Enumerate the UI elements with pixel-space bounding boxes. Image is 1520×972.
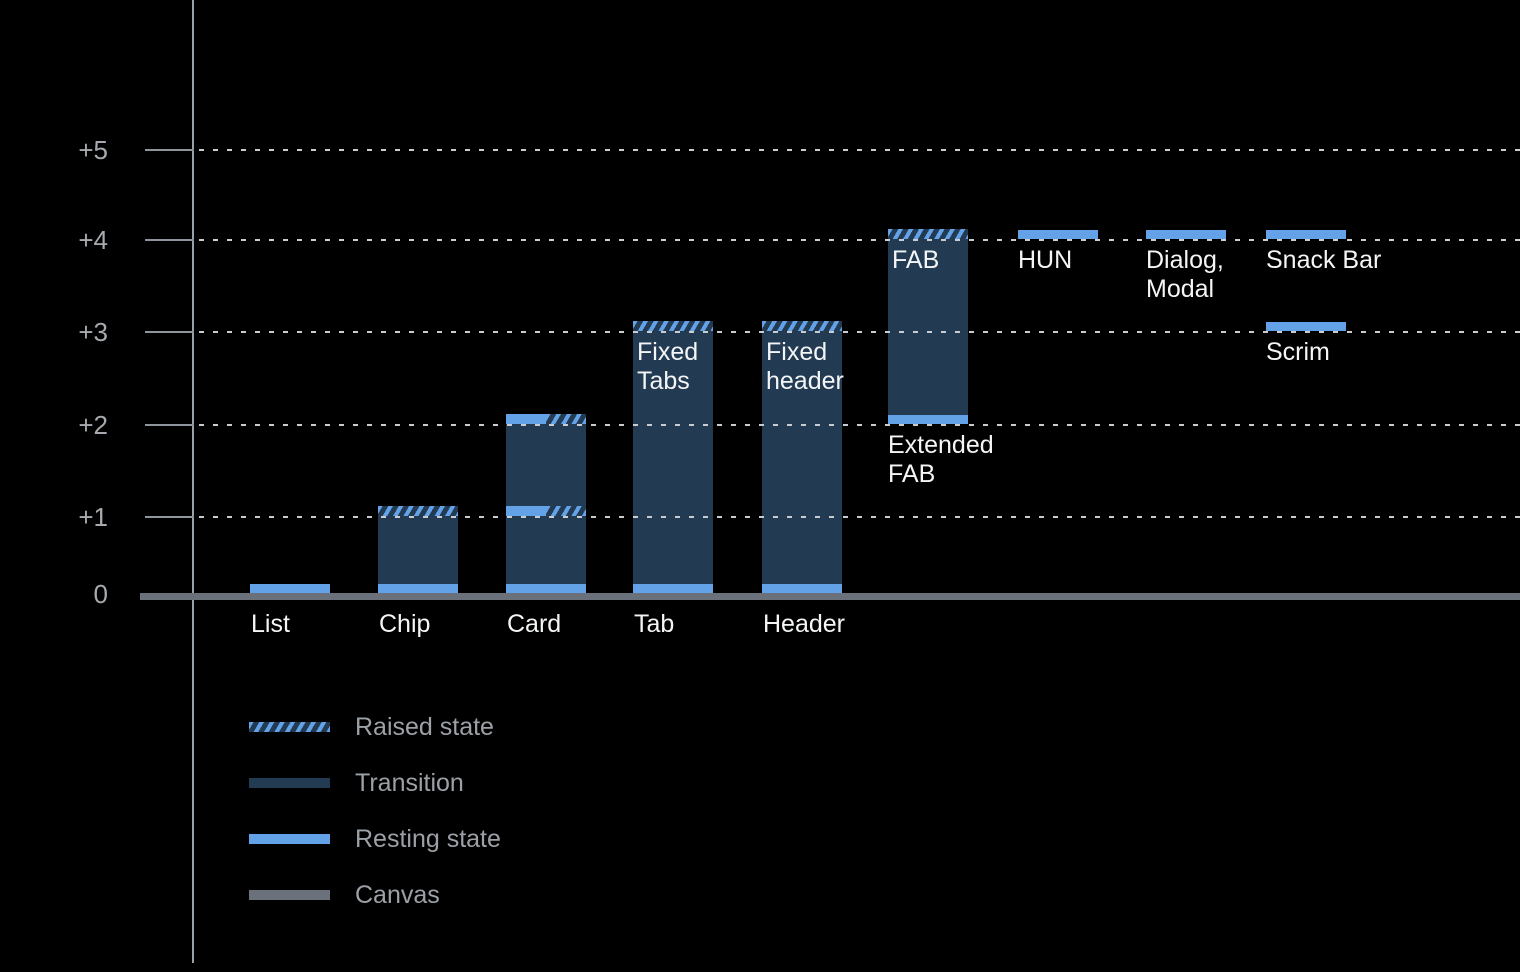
segment-resting-list [250,584,330,593]
gridline-+2 [199,424,1520,426]
y-axis-label-+4: +4 [78,225,108,255]
legend-label-raised: Raised state [355,713,494,741]
segment-resting-half-card [506,506,546,516]
axis-tick-+2 [145,424,194,426]
bar-label-chip: Chip [379,610,431,638]
segment-resting-scrim [1266,322,1346,331]
legend-label-canvas: Canvas [355,881,440,909]
y-axis-label-+1: +1 [78,502,108,532]
bar-label-scrim: Scrim [1266,338,1330,366]
bar-inner-label-extended-fab: FAB [892,246,940,274]
segment-transition-card [506,424,586,584]
segment-resting-header [762,584,842,593]
segment-resting-snack-bar [1266,230,1346,239]
axis-tick-+5 [145,149,194,151]
bar-label-card: Card [507,610,562,638]
legend-swatch-resting [249,834,330,844]
bar-label-header: Header [763,610,845,638]
legend-item-transition: Transition [249,769,464,797]
legend-item-resting: Resting state [249,825,501,853]
segment-resting-card [506,584,586,593]
segment-raised-chip [378,506,458,516]
y-axis-line [192,0,194,963]
bar-label-list: List [251,610,290,638]
segment-resting-chip [378,584,458,593]
gridline-+4 [199,239,1520,241]
bar-label-dialog-modal: Dialog, Modal [1146,246,1224,303]
legend-swatch-transition [249,778,330,788]
segment-raised-header [762,321,842,331]
segment-raised-tab [633,321,713,331]
segment-transition-tab [633,331,713,584]
bar-label-snack-bar: Snack Bar [1266,246,1382,274]
gridline-+5 [199,149,1520,151]
canvas-baseline [140,593,1520,600]
y-axis-label-+5: +5 [78,135,108,165]
legend-item-raised: Raised state [249,713,494,741]
axis-tick-+1 [145,516,194,518]
axis-tick-+4 [145,239,194,241]
segment-resting-half-card [506,414,546,424]
segment-resting-extended-fab [888,415,968,424]
legend-swatch-raised [249,722,330,732]
y-axis-label-+3: +3 [78,317,108,347]
segment-resting-tab [633,584,713,593]
bar-label-hun: HUN [1018,246,1073,274]
legend-label-transition: Transition [355,769,464,797]
legend-item-canvas: Canvas [249,881,440,909]
gridline-+3 [199,331,1520,333]
bar-inner-label-tab: Fixed Tabs [637,338,699,395]
segment-raised-extended-fab [888,229,968,239]
legend-label-resting: Resting state [355,825,501,853]
segment-transition-header [762,331,842,584]
segment-transition-chip [378,516,458,584]
segment-raised-half-card [546,506,586,516]
axis-tick-+3 [145,331,194,333]
y-axis-label-+2: +2 [78,410,108,440]
segment-transition-extended-fab [888,239,968,415]
segment-resting-dialog-modal [1146,230,1226,239]
legend-swatch-canvas [249,890,330,900]
segment-resting-hun [1018,230,1098,239]
bar-inner-label-header: Fixed header [766,338,844,395]
segment-raised-half-card [546,414,586,424]
gridline-+1 [199,516,1520,518]
bar-label-extended-fab: Extended FAB [888,431,994,488]
bar-label-tab: Tab [634,610,675,638]
y-axis-label-0: 0 [93,579,108,609]
